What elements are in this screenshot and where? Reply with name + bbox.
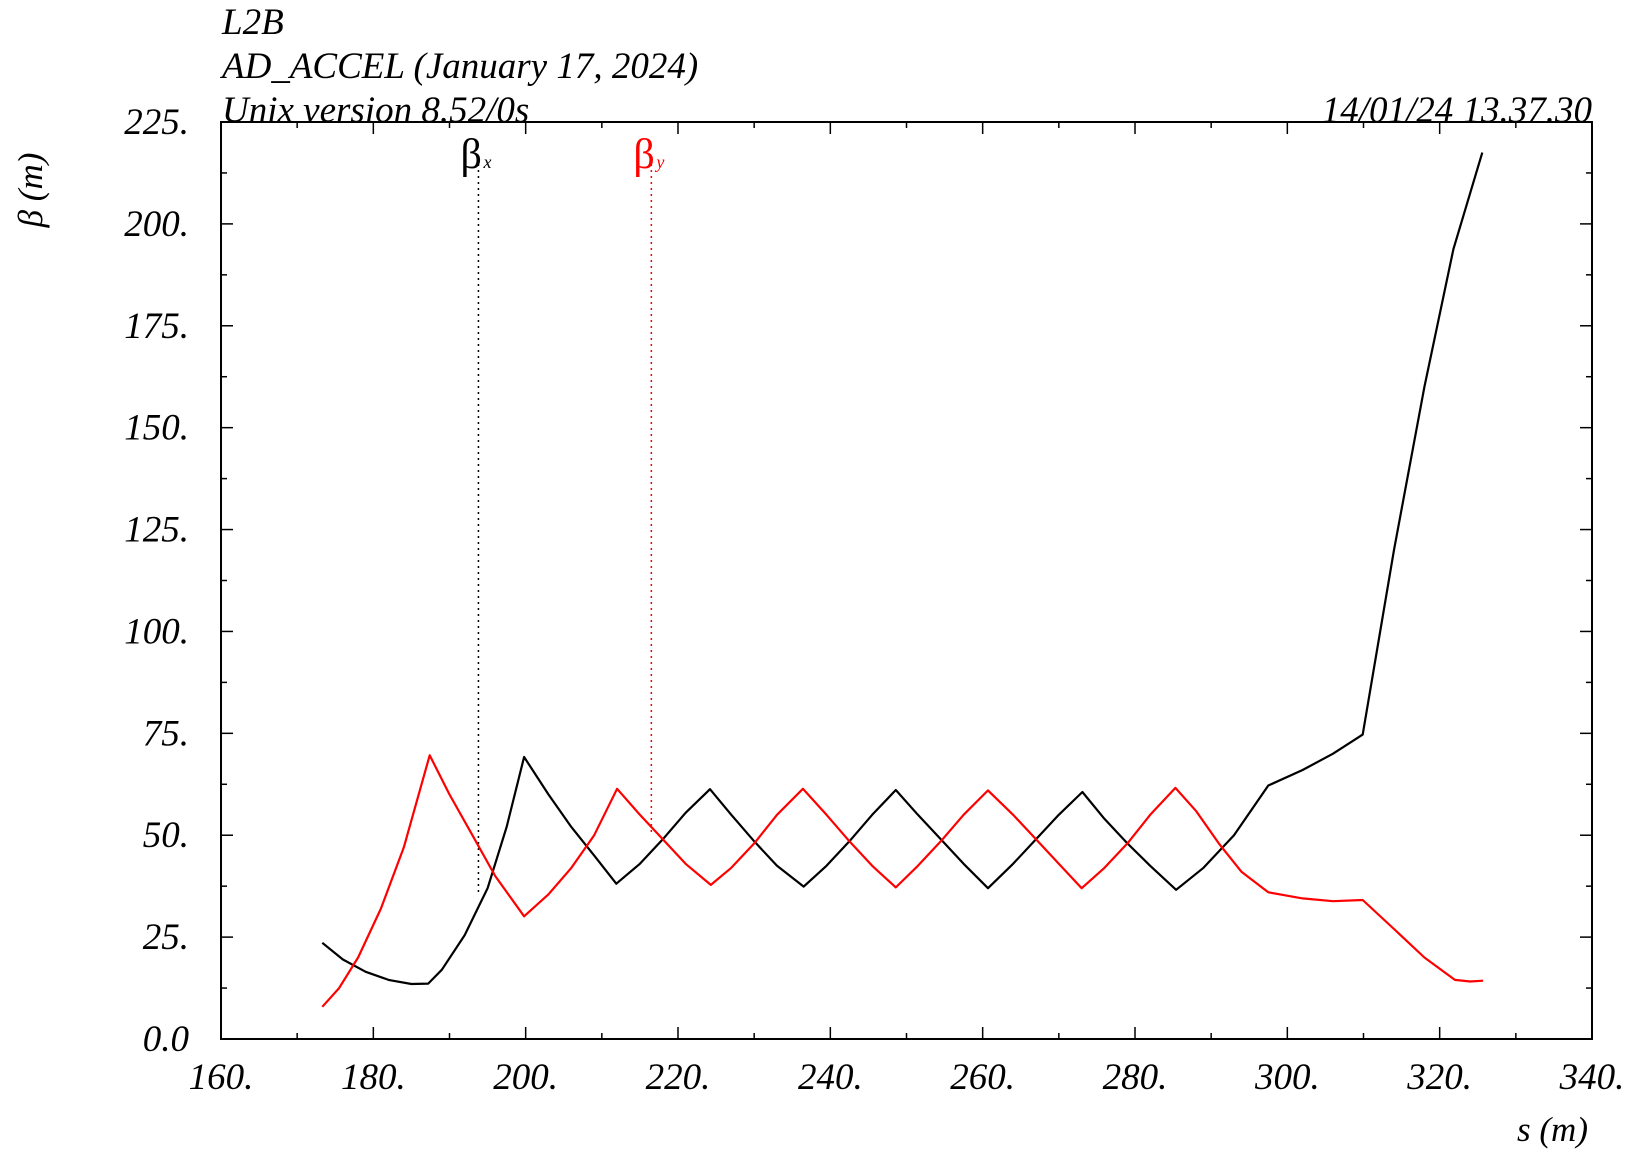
x-tick-label: 300. — [1254, 1057, 1320, 1098]
legend-marker-lines — [477, 164, 653, 893]
y-tick-label: 225. — [124, 102, 189, 143]
x-tick-labels: 160. 180. 200. 220. 240. 260. 280. 300. 320. 340. — [189, 1057, 1625, 1098]
plot-frame — [220, 121, 1593, 1040]
y-tick-label: 150. — [124, 408, 189, 449]
y-tick-label: 75. — [143, 713, 189, 754]
y-tick-label: 50. — [143, 815, 189, 856]
y-axis-title: β (m) — [11, 153, 50, 229]
x-tick-label: 320. — [1406, 1057, 1472, 1098]
x-tick-label: 180. — [341, 1057, 406, 1098]
x-tick-label: 160. — [189, 1057, 254, 1098]
y-tick-label: 200. — [124, 204, 189, 245]
series-group — [321, 152, 1484, 1008]
legend-subscript-y: y — [654, 152, 664, 172]
header-line-1: L2B — [221, 2, 284, 43]
series-line-βy — [321, 754, 1484, 1008]
x-tick-label: 260. — [950, 1057, 1015, 1098]
x-tick-label: 340. — [1559, 1057, 1625, 1098]
axis-ticks — [220, 121, 1593, 1040]
x-tick-label: 280. — [1103, 1057, 1168, 1098]
legend-symbol-y: β — [633, 132, 654, 178]
y-tick-label: 25. — [143, 917, 189, 958]
x-axis-title: s (m) — [1517, 1110, 1588, 1149]
y-tick-label: 0.0 — [143, 1019, 190, 1060]
x-tick-label: 200. — [493, 1057, 558, 1098]
legend-subscript-x: x — [482, 152, 491, 172]
y-tick-label: 175. — [124, 306, 189, 347]
header-line-2: AD_ACCEL (January 17, 2024) — [219, 46, 698, 87]
header-line-3: Unix version 8.52/0s — [222, 90, 529, 131]
header-timestamp: 14/01/24 13.37.30 — [1322, 90, 1593, 131]
y-tick-label: 125. — [124, 510, 189, 551]
series-line-βx — [321, 152, 1484, 986]
y-tick-labels: 0.0 25. 50. 75. 100. 125. 150. 175. 200. 225. — [124, 102, 189, 1060]
legend-symbol-x: β — [460, 132, 481, 178]
x-tick-label: 220. — [646, 1057, 711, 1098]
x-tick-label: 240. — [798, 1057, 863, 1098]
y-tick-label: 100. — [124, 611, 189, 652]
